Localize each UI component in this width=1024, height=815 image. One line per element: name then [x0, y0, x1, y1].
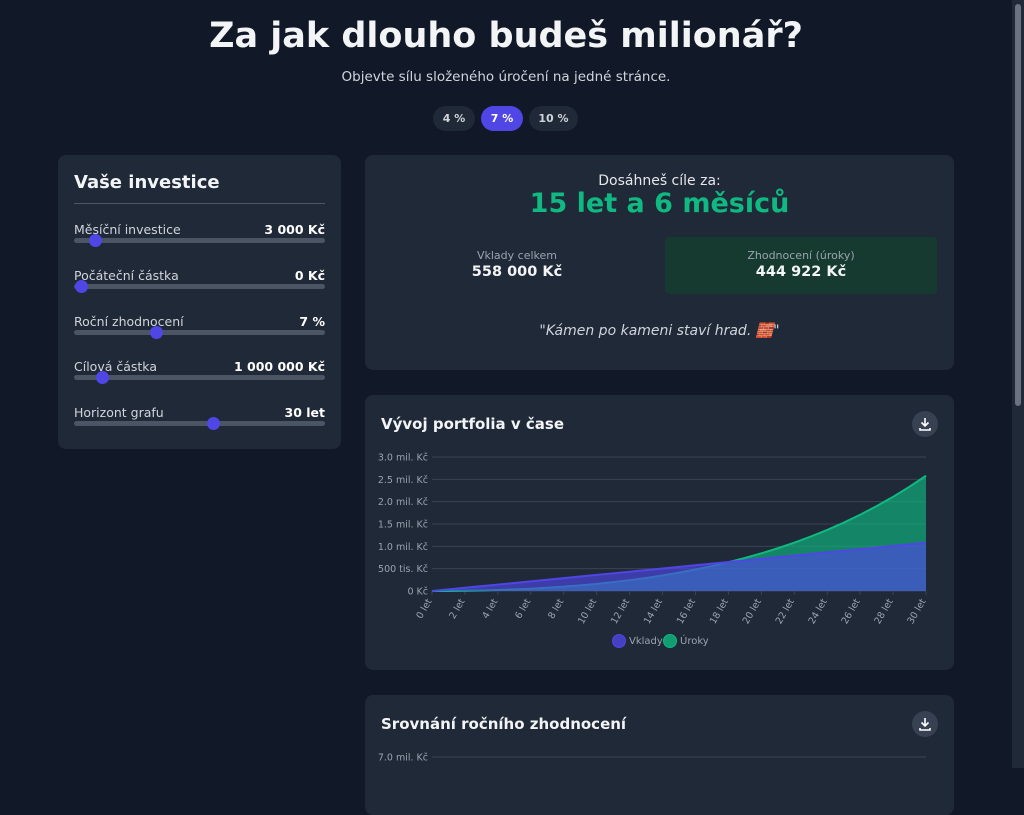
slider-track[interactable]: [74, 330, 325, 335]
x-tick-label: 18 let: [708, 597, 731, 626]
result-card: Dosáhneš cíle za: 15 let a 6 měsíců Vkla…: [365, 155, 954, 370]
slider-track[interactable]: [74, 375, 325, 380]
slider-row: Horizont grafu 30 let: [74, 405, 325, 445]
y-tick-label: 1.5 mil. Kč: [378, 520, 428, 531]
x-tick-label: 22 let: [774, 597, 797, 626]
x-tick-label: 8 let: [546, 597, 566, 621]
x-tick-label: 0 let: [414, 597, 434, 621]
slider-value: 1 000 000 Kč: [233, 359, 325, 374]
download-button[interactable]: [912, 411, 938, 437]
rate-button[interactable]: 10 %: [529, 106, 578, 131]
y-tick-label: 2.0 mil. Kč: [378, 497, 428, 508]
inputs-card: Vaše investice Měsíční investice 3 000 Kč…: [58, 155, 341, 449]
interest-label: Zhodnocení (úroky): [747, 249, 855, 262]
card-title: Vaše investice: [74, 172, 220, 193]
slider-thumb[interactable]: [89, 234, 102, 247]
x-tick-label: 2 let: [447, 597, 467, 621]
legend-swatch: [612, 634, 626, 648]
rate-button[interactable]: 4 %: [433, 106, 475, 131]
slider-value: 30 let: [284, 405, 326, 420]
slider-label: Měsíční investice: [74, 222, 181, 237]
page: Milionář { "header": { "title": "Za jak …: [58, 0, 1024, 815]
x-tick-label: 14 let: [642, 597, 665, 626]
deposits-value: 558 000 Kč: [471, 264, 563, 280]
y-tick-label: 7.0 mil. Kč: [378, 753, 428, 764]
slider-thumb[interactable]: [150, 326, 163, 339]
scrollbar-thumb[interactable]: [1015, 4, 1021, 406]
page-title: Za jak dlouho budeš milionář?: [209, 16, 803, 56]
slider-row: Roční zhodnocení 7 %: [74, 314, 325, 354]
x-tick-label: 4 let: [480, 597, 500, 621]
legend-label: Úroky: [680, 634, 709, 647]
y-tick-label: 1.0 mil. Kč: [378, 542, 428, 553]
slider-track[interactable]: [74, 421, 325, 426]
x-tick-label: 16 let: [675, 597, 698, 626]
scrollbar[interactable]: [1012, 0, 1024, 768]
x-tick-label: 26 let: [840, 597, 863, 626]
slider-track[interactable]: [74, 238, 325, 243]
chart-title: Vývoj portfolia v čase: [381, 415, 565, 433]
result-label: Dosáhneš cíle za:: [598, 173, 721, 189]
slider-row: Cílová částka 1 000 000 Kč: [74, 359, 325, 399]
x-tick-label: 10 let: [576, 597, 599, 626]
slider-label: Horizont grafu: [74, 405, 164, 420]
result-value: 15 let a 6 měsíců: [529, 188, 790, 219]
slider-value: 0 Kč: [294, 268, 325, 283]
deposits-label: Vklady celkem: [476, 249, 557, 262]
legend-label: Vklady: [629, 636, 663, 647]
slider-value: 7 %: [299, 314, 325, 329]
slider-value: 3 000 Kč: [264, 222, 325, 237]
x-tick-label: 28 let: [872, 597, 895, 626]
interest-box: Zhodnocení (úroky) 444 922 Kč: [665, 237, 937, 294]
y-tick-label: 3.0 mil. Kč: [378, 453, 428, 464]
download-icon: [919, 718, 931, 731]
body: Za jak dlouho budeš milionář? Objevte sí…: [58, 0, 1024, 815]
quote: "Kámen po kameni staví hrad. 🧱": [539, 323, 780, 339]
slider-label: Roční zhodnocení: [74, 314, 184, 329]
legend-swatch: [663, 634, 677, 648]
slider-label: Cílová částka: [74, 359, 157, 374]
y-tick-label: 500 tis. Kč: [378, 564, 428, 575]
chart-title: Srovnání ročního zhodnocení: [381, 715, 627, 733]
slider-thumb[interactable]: [207, 417, 220, 430]
deposits-box: Vklady celkem 558 000 Kč: [381, 237, 653, 294]
slider-row: Počáteční částka 0 Kč: [74, 268, 325, 308]
rate-button-active[interactable]: 7 %: [481, 106, 523, 131]
slider-thumb[interactable]: [75, 280, 88, 293]
x-tick-label: 30 let: [905, 597, 928, 626]
x-tick-label: 20 let: [741, 597, 764, 626]
x-tick-label: 6 let: [513, 597, 533, 621]
slider-row: Měsíční investice 3 000 Kč: [74, 222, 325, 262]
divider: [74, 203, 325, 204]
line: [431, 541, 927, 592]
slider-label: Počáteční částka: [74, 268, 179, 283]
x-tick-label: 24 let: [807, 597, 830, 626]
interest-value: 444 922 Kč: [755, 264, 847, 280]
chart: 0 Kč 500 tis. Kč 1.0 mil. Kč 1.5 mil. Kč 2.0…: [378, 453, 929, 764]
download-icon: [919, 418, 931, 431]
y-tick-label: 0 Kč: [407, 587, 428, 598]
y-tick-label: 2.5 mil. Kč: [378, 475, 428, 486]
download-button[interactable]: [912, 711, 938, 737]
x-tick-label: 12 let: [609, 597, 632, 626]
slider-track[interactable]: [74, 284, 325, 289]
slider-thumb[interactable]: [96, 371, 109, 384]
subtitle: Objevte sílu složeného úročení na jedné …: [341, 69, 671, 85]
